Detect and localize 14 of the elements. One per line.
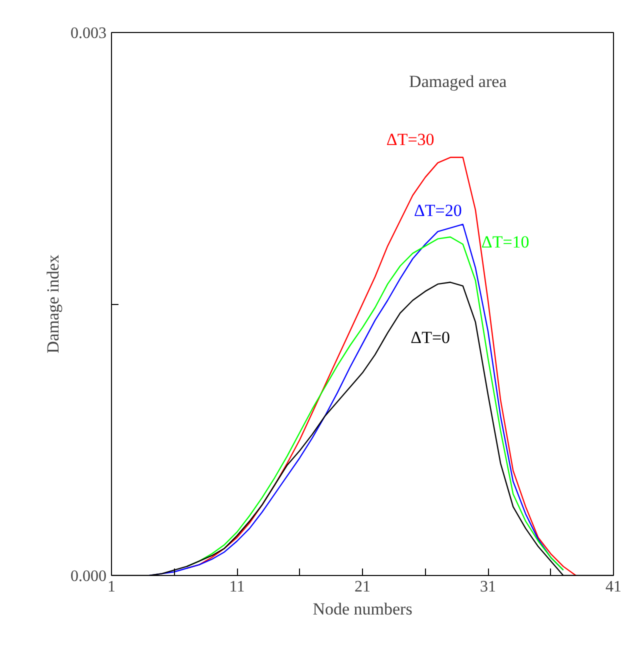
series-label: ΔT=0 — [410, 328, 450, 347]
x-tick-label: 41 — [606, 578, 622, 596]
y-tick-label: 0.000 — [70, 568, 106, 585]
x-tick-label: 1 — [108, 578, 116, 596]
series-label: ΔT=30 — [386, 130, 434, 149]
series-label: ΔT=10 — [481, 232, 530, 252]
x-tick-label: 11 — [229, 578, 245, 596]
x-tick-label: 21 — [354, 578, 370, 596]
annotation: Damaged area — [409, 72, 508, 91]
y-tick-label: 0.003 — [70, 25, 106, 42]
y-axis-title: Damage index — [44, 254, 62, 354]
series-label: ΔT=20 — [414, 200, 462, 220]
x-axis-title: Node numbers — [312, 600, 412, 618]
x-tick-label: 31 — [480, 578, 496, 596]
